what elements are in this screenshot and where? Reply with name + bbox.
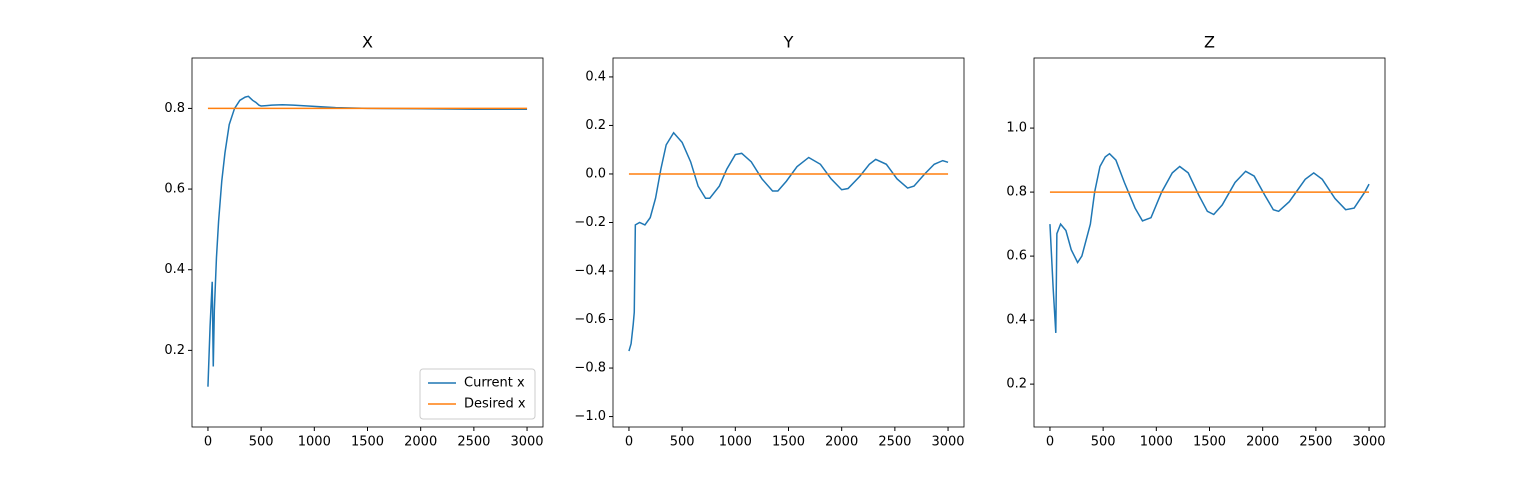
- x-tick-label: 1000: [719, 435, 752, 450]
- data-line: [207, 95, 528, 387]
- legend-box: [419, 368, 536, 420]
- y-tick-label: 1.0: [1006, 121, 1027, 136]
- axes-frame: [191, 57, 544, 428]
- x-tick-label: 1000: [298, 435, 331, 450]
- subplot-title: X: [362, 33, 373, 52]
- x-tick-label: 2500: [878, 435, 911, 450]
- legend-label: Current x: [464, 376, 525, 391]
- x-tick-label: 3000: [1352, 435, 1385, 450]
- x-tick-label: 500: [249, 435, 274, 450]
- x-tick-label: 2000: [404, 435, 437, 450]
- y-tick-label: 0.2: [585, 118, 606, 133]
- x-tick-label: 1500: [1193, 435, 1226, 450]
- x-tick-label: 1500: [772, 435, 805, 450]
- x-tick-label: 2000: [1246, 435, 1279, 450]
- x-tick-label: 1000: [1140, 435, 1173, 450]
- y-tick-label: 0.6: [1006, 249, 1027, 264]
- y-tick-label: −0.8: [574, 361, 606, 376]
- y-tick-label: −0.4: [574, 264, 606, 279]
- x-tick-label: 2000: [825, 435, 858, 450]
- y-tick-label: −0.2: [574, 215, 606, 230]
- y-tick-label: 0.4: [585, 69, 606, 84]
- y-tick-label: 0.6: [164, 182, 185, 197]
- axes-frame: [612, 57, 965, 428]
- x-tick-label: 3000: [510, 435, 543, 450]
- y-tick-label: 0.0: [585, 166, 606, 181]
- data-line: [1049, 152, 1370, 333]
- x-tick-label: 0: [625, 435, 633, 450]
- x-tick-label: 1500: [351, 435, 384, 450]
- subplot: Z 0 500 1000 1500 2000 2500 3000 0.2 0.4 0.6 0.8 1.0: [1006, 33, 1385, 450]
- y-tick-label: 0.2: [1006, 377, 1027, 392]
- subplot: X 0 500 1000 1500 2000 2500 3000 0.2 0.4 0.6 0.8 Cur…: [164, 33, 543, 450]
- legend: Current x Desired x: [419, 368, 536, 420]
- legend-label: Desired x: [464, 397, 526, 412]
- x-tick-label: 2500: [1299, 435, 1332, 450]
- y-tick-label: 0.8: [1006, 185, 1027, 200]
- y-tick-label: 0.2: [164, 343, 185, 358]
- subplot-title: Z: [1204, 33, 1215, 52]
- x-tick-label: 500: [1091, 435, 1116, 450]
- subplot: Y 0 500 1000 1500 2000 2500 3000 −1.0 −0.8 −0.6 −0.…: [574, 33, 964, 450]
- x-tick-label: 3000: [931, 435, 964, 450]
- y-tick-label: 0.8: [164, 101, 185, 116]
- x-tick-label: 0: [204, 435, 212, 450]
- x-tick-label: 500: [670, 435, 695, 450]
- y-tick-label: 0.4: [164, 262, 185, 277]
- y-tick-label: 0.4: [1006, 313, 1027, 328]
- data-line: [628, 131, 949, 352]
- axes-frame: [1033, 57, 1386, 428]
- y-tick-label: −0.6: [574, 312, 606, 327]
- x-tick-label: 2500: [457, 435, 490, 450]
- x-tick-label: 0: [1046, 435, 1054, 450]
- subplot-title: Y: [783, 33, 794, 52]
- y-tick-label: −1.0: [574, 409, 606, 424]
